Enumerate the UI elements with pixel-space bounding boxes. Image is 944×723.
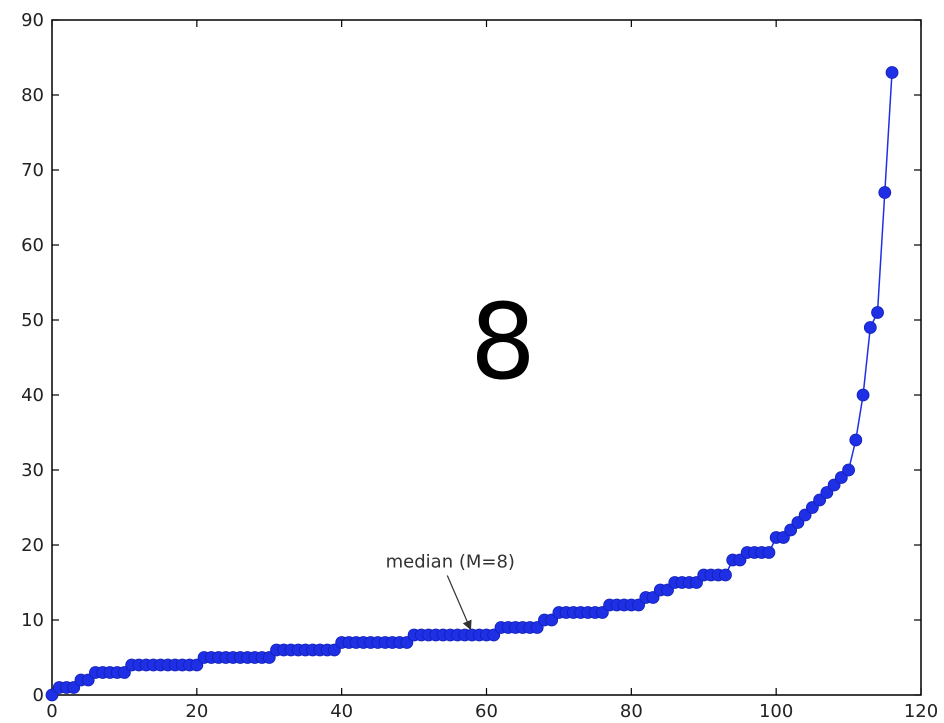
- y-tick-label: 50: [21, 310, 44, 331]
- data-point: [878, 186, 892, 199]
- y-tick-label: 60: [21, 235, 44, 256]
- x-tick-label: 100: [759, 701, 793, 722]
- x-tick-label: 120: [904, 701, 938, 722]
- median-annotation: median (M=8): [386, 552, 515, 573]
- y-tick-label: 30: [21, 460, 44, 481]
- y-tick-label: 40: [21, 385, 44, 406]
- x-tick-label: 60: [475, 701, 498, 722]
- y-tick-label: 20: [21, 535, 44, 556]
- data-point: [856, 388, 870, 402]
- y-tick-label: 10: [21, 610, 44, 631]
- data-point: [849, 433, 863, 447]
- data-point: [871, 306, 884, 319]
- data-point: [863, 321, 877, 334]
- data-point: [719, 568, 732, 582]
- x-tick-label: 20: [185, 701, 208, 722]
- data-point: [842, 463, 855, 477]
- x-tick-label: 0: [46, 701, 57, 722]
- series-layer: [45, 66, 899, 702]
- plot-frame: [51, 19, 922, 696]
- overlay-number: 8: [470, 281, 536, 403]
- x-tick-label: 80: [620, 701, 643, 722]
- annotation-arrow: [446, 575, 472, 631]
- axes: [51, 19, 922, 696]
- ticks: 0 20 40 60 80 100 120 0 10 20 30 40 50 60 70 80 90: [21, 10, 938, 722]
- data-point: [885, 66, 899, 79]
- y-tick-label: 90: [21, 10, 44, 31]
- data-point: [762, 546, 776, 559]
- y-tick-label: 70: [21, 160, 44, 181]
- x-tick-label: 40: [330, 701, 353, 722]
- y-tick-label: 80: [21, 85, 44, 106]
- y-tick-label: 0: [33, 685, 44, 706]
- annotation-layer: median (M=8): [386, 552, 515, 631]
